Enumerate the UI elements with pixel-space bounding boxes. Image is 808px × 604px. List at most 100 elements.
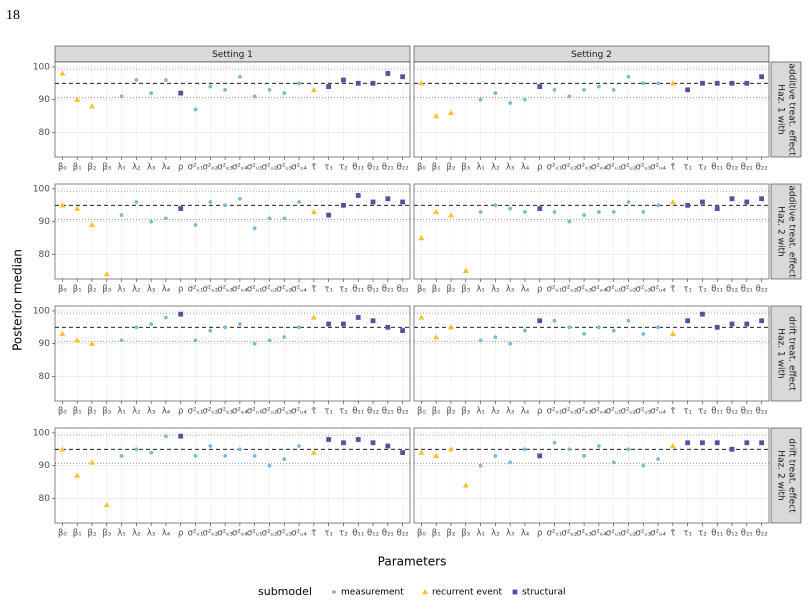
point (508, 206, 513, 211)
point (729, 321, 735, 327)
point (626, 74, 631, 79)
x-tick-label: θ₁₂ (726, 285, 738, 295)
point (626, 318, 631, 323)
x-tick-label: λ₁ (117, 163, 125, 173)
point (685, 318, 691, 324)
y-tick-label: 100 (33, 306, 50, 316)
point (447, 324, 454, 330)
x-tick-label: σ²ₑ₄ (591, 529, 607, 539)
point (626, 447, 631, 452)
point (310, 449, 317, 455)
x-tick-label: λ₄ (162, 529, 171, 539)
x-tick-label: σ²ᵤ₁ (606, 163, 622, 173)
x-tick-label: λ₄ (521, 163, 530, 173)
x-tick-label: τ₂ (339, 285, 348, 295)
panel-border (54, 61, 411, 158)
point (385, 196, 391, 202)
point (341, 440, 346, 446)
legend-marker (422, 589, 428, 595)
x-tick-label: σ²ₑ₂ (561, 163, 577, 173)
y-tick-label: 80 (39, 372, 51, 382)
point (759, 74, 765, 80)
point (178, 433, 184, 439)
x-tick-label: β₀ (417, 407, 426, 417)
point (478, 338, 483, 343)
x-tick-label: β₁ (73, 407, 82, 417)
point (88, 340, 95, 346)
point (759, 440, 765, 446)
point (164, 216, 168, 221)
x-tick-label: τ₁ (683, 407, 692, 417)
point (656, 325, 660, 330)
point (134, 325, 139, 330)
point (385, 71, 391, 76)
x-tick-label: τ₁ (683, 285, 692, 295)
y-tick-label: 90 (39, 95, 51, 105)
x-tick-label: σ²ᵤ₂ (262, 407, 278, 417)
point (433, 452, 440, 459)
point (447, 212, 454, 218)
point (493, 91, 498, 96)
x-tick-label: β₀ (58, 529, 67, 539)
x-tick-label: θ₁₁ (352, 285, 364, 295)
point (341, 202, 346, 208)
point (433, 334, 440, 340)
x-tick-label: θ₁₁ (711, 285, 723, 295)
point (297, 81, 301, 86)
point (523, 447, 527, 452)
point (164, 315, 168, 320)
point (370, 80, 376, 86)
point (744, 321, 750, 327)
x-tick-label: σ²ₑ₂ (202, 407, 218, 417)
point (700, 80, 705, 86)
point (567, 219, 572, 224)
x-tick-label: σ²ₑ₁ (188, 407, 204, 417)
x-tick-label: β₀ (417, 529, 426, 539)
point (744, 440, 750, 446)
point (656, 81, 660, 86)
panel-border (54, 183, 411, 280)
x-tick-label: β₁ (432, 529, 441, 539)
point (326, 212, 332, 218)
x-tick-label: σ²ᵤ₂ (621, 163, 637, 173)
x-tick-label: σ²ᵤ₂ (262, 529, 278, 539)
point (700, 199, 705, 205)
point (567, 94, 572, 99)
x-tick-label: σ²ₑ₃ (576, 529, 592, 539)
point (462, 267, 469, 274)
x-tick-label: β₃ (461, 163, 470, 173)
point (74, 96, 81, 102)
x-tick-label: θ₂₂ (756, 163, 768, 173)
point (596, 84, 601, 89)
point (552, 87, 557, 92)
x-tick-label: σ²ᵤ₁ (606, 529, 622, 539)
x-tick-label: τ₂ (698, 163, 707, 173)
x-tick-label: σ²ₑ₁ (547, 529, 563, 539)
point (237, 447, 242, 452)
point (355, 437, 361, 442)
point (370, 318, 376, 324)
point (149, 91, 154, 96)
x-tick-label: τ₁ (324, 163, 333, 173)
x-tick-label: τ₁ (324, 285, 333, 295)
x-tick-label: θ₂₁ (741, 529, 753, 539)
point (59, 330, 66, 337)
row-strip (770, 427, 802, 524)
x-tick-label: λ₁ (117, 407, 125, 417)
x-tick-label: β₂ (88, 407, 97, 417)
point (669, 330, 676, 337)
panel-background (414, 184, 769, 279)
x-tick-label: λ₃ (147, 407, 155, 417)
x-tick-label: τ₂ (698, 285, 707, 295)
x-tick-label: θ₁₂ (726, 407, 738, 417)
x-tick-label: σ²ₑ₄ (232, 285, 248, 295)
point (282, 335, 287, 340)
point (252, 226, 257, 231)
x-tick-label: θ₁₂ (367, 163, 379, 173)
point (418, 314, 425, 320)
point (669, 199, 676, 205)
x-tick-label: λ₄ (521, 407, 530, 417)
point (656, 457, 660, 462)
row-strip-label: additive treat. effect (787, 63, 797, 156)
point (59, 70, 66, 76)
